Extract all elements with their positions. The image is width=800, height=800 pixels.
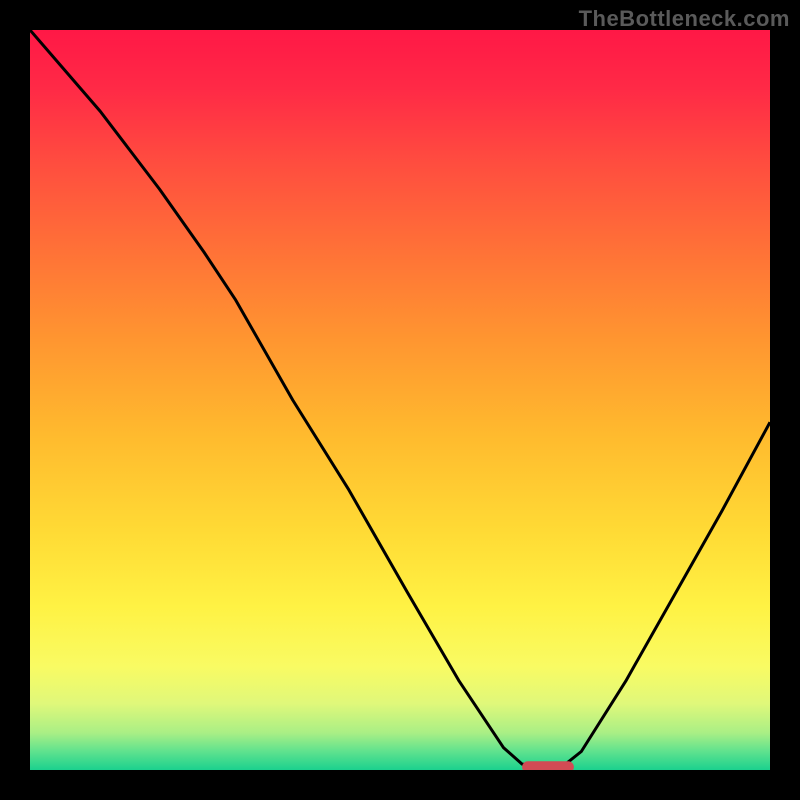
gradient-background [30, 30, 770, 770]
plot-svg [30, 30, 770, 770]
chart-container: TheBottleneck.com [0, 0, 800, 800]
watermark-text: TheBottleneck.com [579, 6, 790, 32]
optimal-marker [522, 761, 574, 770]
